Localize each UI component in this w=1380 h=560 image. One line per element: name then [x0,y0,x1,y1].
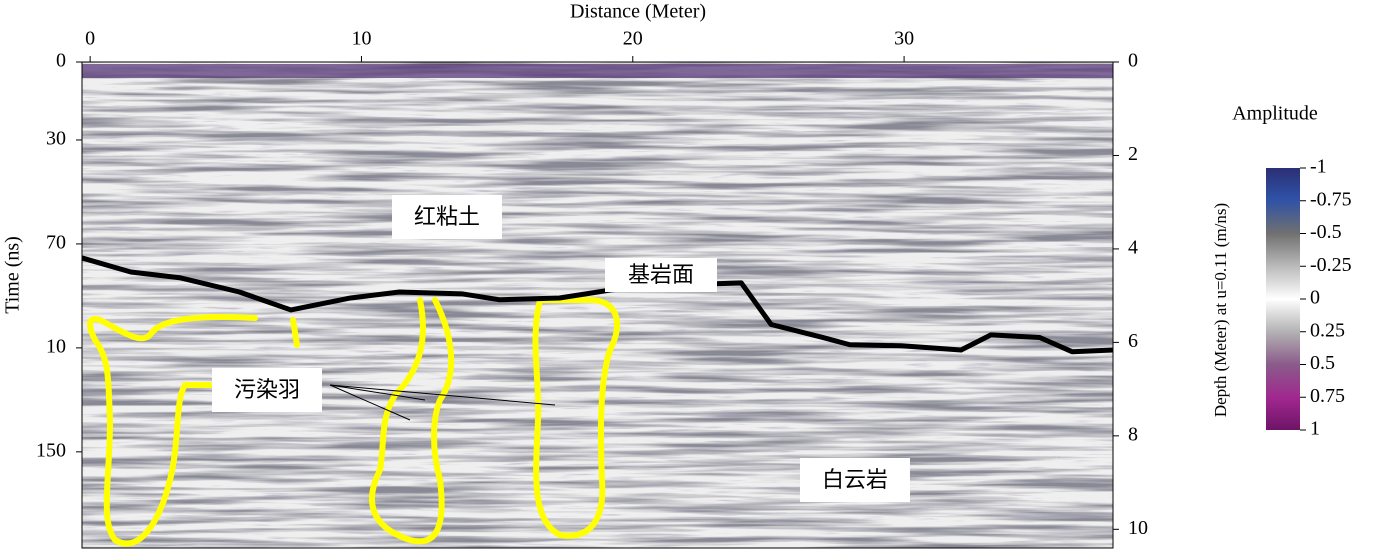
label-box [605,258,717,292]
y2-tick-label: 6 [1128,330,1138,352]
y-tick-label: 70 [46,232,66,254]
annotation: 污染羽 [234,378,300,403]
colorbar-tick-label: 0 [1310,287,1320,309]
plume-outline [290,317,300,348]
y-tick-label: 30 [46,128,66,150]
callout-line [329,384,426,401]
plume-outline [532,297,621,539]
y-tick-label: 0 [56,50,66,72]
y2-tick-label: 4 [1128,237,1138,259]
radar-texture [82,62,1113,548]
x-tick-label: 30 [894,28,914,50]
x-tick-label: 20 [623,28,643,50]
x-tick-label: 0 [85,28,95,50]
annotation-box [212,368,322,412]
y2-tick-label: 0 [1128,50,1138,72]
colorbar-tick-label: -0.75 [1310,188,1352,210]
y2-tick-label: 10 [1128,517,1148,539]
y2-tick-label: 8 [1128,423,1138,445]
y2-tick-label: 2 [1128,143,1138,165]
colorbar-tick-label: 1 [1310,418,1320,440]
colorbar-tick-label: -0.5 [1310,221,1342,243]
callout-lines [329,384,556,421]
colorbar-tick-label: -1 [1310,156,1327,178]
y-axis-title: Time (ns) [2,236,24,314]
y-tick-label: 10 [46,335,66,357]
x-tick-label: 10 [351,28,371,50]
surface-band [82,64,1113,78]
annotation-box [392,195,502,239]
colorbar-tick-label: 0.25 [1310,319,1345,341]
annotation: 白云岩 [822,468,888,493]
x-axis-title: Distance (Meter) [570,1,706,23]
y-tick-label: 150 [36,439,66,461]
colorbar-tick-label: 0.75 [1310,385,1345,407]
colorbar-tick-label: 0.5 [1310,352,1335,374]
callout-line [329,384,411,421]
radargram [82,62,1113,548]
colorbar [1266,168,1300,430]
colorbar-tick-label: -0.25 [1310,254,1352,276]
plot-frame [81,61,1114,549]
y2-axis-title: Depth (Meter) at u=0.11 (m/ns) [1211,203,1230,417]
callout-line [329,384,556,406]
annotation: 红粘土 [414,205,480,230]
series-label: 基岩面 [628,263,694,288]
plume-outline [87,314,258,547]
annotation-box [800,458,910,502]
colorbar-title: Amplitude [1232,103,1318,125]
